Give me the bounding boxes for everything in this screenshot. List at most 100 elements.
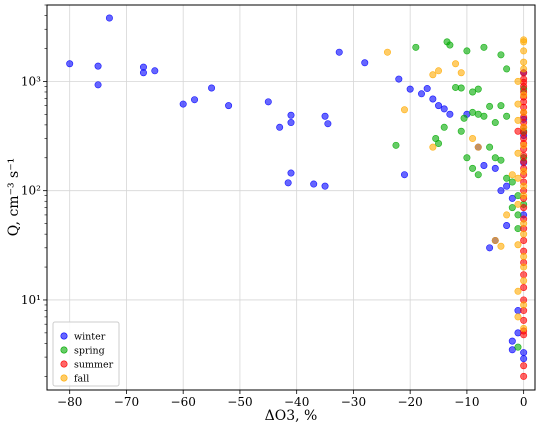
point-winter (480, 161, 488, 169)
point-spring (463, 154, 471, 162)
point-spring (503, 174, 511, 182)
point-spring (435, 140, 443, 148)
point-spring (514, 211, 522, 219)
point-summer (514, 127, 522, 135)
point-spring (480, 43, 488, 51)
point-winter (208, 84, 216, 92)
point-winter (94, 81, 102, 89)
y-tick-label: 10³ (21, 74, 41, 88)
point-fall (514, 313, 522, 321)
point-fall (520, 192, 528, 200)
x-axis-label: ΔO3, % (265, 408, 318, 424)
point-spring (508, 204, 516, 212)
point-spring (480, 112, 488, 120)
point-fall (514, 116, 522, 124)
point-winter (508, 337, 516, 345)
point-fall (520, 220, 528, 228)
point-spring (446, 41, 454, 49)
point-fall (503, 211, 511, 219)
point-spring (457, 127, 465, 135)
point-summer (520, 157, 528, 165)
point-spring (486, 143, 494, 151)
point-winter (400, 171, 408, 179)
point-spring (503, 65, 511, 73)
point-fall (429, 143, 437, 151)
point-winter (284, 179, 292, 187)
point-fall (520, 263, 528, 271)
point-winter (508, 346, 516, 354)
legend-marker-winter (60, 332, 68, 340)
grid (47, 5, 535, 390)
point-winter (321, 112, 329, 120)
point-spring (474, 171, 482, 179)
series-spring (392, 38, 528, 351)
point-winter (264, 98, 272, 106)
point-fall (457, 69, 465, 77)
point-winter (497, 187, 505, 195)
point-spring (469, 164, 477, 172)
point-fall (514, 241, 522, 249)
legend-box (52, 321, 120, 387)
point-spring (491, 119, 499, 127)
point-winter (508, 194, 516, 202)
point-spring (503, 112, 511, 120)
point-winter (361, 59, 369, 67)
plot-frame (46, 4, 536, 391)
point-fall (514, 287, 522, 295)
point-winter (520, 349, 528, 357)
point-fall (508, 171, 516, 179)
point-winter (395, 75, 403, 83)
x-axis-ticks: −80 −70 −60 −50 −40 −30 −20 −10 0 (57, 390, 527, 409)
point-fall (520, 167, 528, 175)
point-winter (287, 119, 295, 127)
point-winter (446, 110, 454, 118)
point-spring (508, 178, 516, 186)
point-fall (520, 230, 528, 238)
x-tick-label: −40 (284, 395, 309, 409)
point-winter (94, 62, 102, 70)
point-winter (503, 222, 511, 230)
point-fall (520, 277, 528, 285)
y-tick-label: 10² (21, 184, 41, 198)
legend-label-spring: spring (74, 346, 105, 357)
point-winter (151, 67, 159, 75)
data-points (66, 14, 528, 380)
point-fall (520, 47, 528, 55)
point-spring (486, 102, 494, 110)
point-spring (469, 88, 477, 96)
point-winter (435, 102, 443, 110)
point-fall (520, 108, 528, 116)
y-axis-label: Q, cm⁻³ s⁻¹ (6, 158, 22, 236)
point-fall (520, 58, 528, 66)
legend-marker-fall (60, 374, 68, 382)
point-summer (520, 271, 528, 279)
point-spring (457, 84, 465, 92)
point-spring (474, 85, 482, 93)
point-fall (520, 65, 528, 73)
series-winter (66, 14, 528, 363)
x-tick-label: −70 (114, 395, 139, 409)
point-spring (497, 102, 505, 110)
x-tick-label: −50 (227, 395, 252, 409)
point-fall (520, 123, 528, 131)
point-fall (520, 182, 528, 190)
point-winter (423, 85, 431, 93)
point-winter (225, 102, 233, 110)
point-winter (406, 85, 414, 93)
point-fall (520, 324, 528, 332)
point-fall (435, 67, 443, 75)
point-summer (520, 284, 528, 292)
point-spring (497, 51, 505, 59)
point-fall (514, 149, 522, 157)
point-winter (520, 355, 528, 363)
point-fall (520, 141, 528, 149)
point-spring (412, 43, 420, 51)
point-winter (66, 60, 74, 68)
point-fall (452, 60, 460, 68)
point-fall (514, 77, 522, 85)
x-tick-label: −20 (397, 395, 422, 409)
point-fall (400, 106, 408, 114)
point-winter (287, 169, 295, 177)
point-summer (520, 316, 528, 324)
